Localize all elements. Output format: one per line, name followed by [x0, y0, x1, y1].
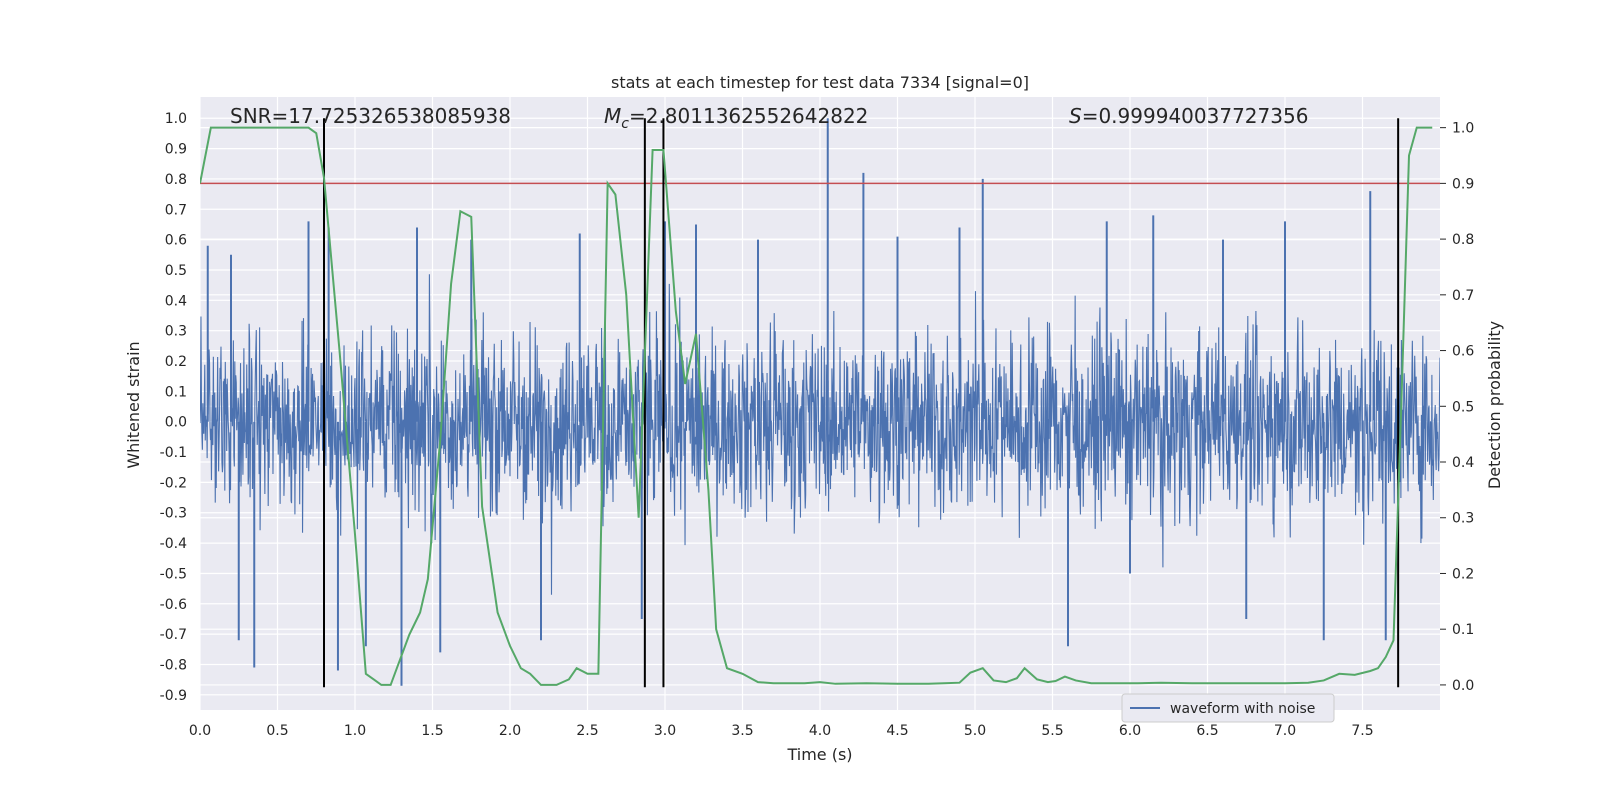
- y-tick-label: -0.1: [160, 445, 187, 461]
- y2-tick-label: 0.2: [1452, 566, 1474, 582]
- x-axis-label: Time (s): [786, 745, 852, 764]
- y-ticks: -0.9 -0.8 -0.7 -0.6 -0.5 -0.4 -0.3 -0.2 -0.1 0.0 0…: [160, 111, 187, 704]
- legend-box: [1121, 693, 1335, 723]
- x-tick-label: 4.0: [809, 723, 831, 739]
- y2-tick-label: 0.7: [1452, 288, 1474, 304]
- y-tick-label: -0.2: [160, 475, 187, 491]
- mc-annotation: Mc=2.8011362552642822: [604, 104, 868, 132]
- y2-tick-label: 0.8: [1452, 232, 1474, 248]
- mc-subscript: c: [621, 116, 629, 132]
- x-tick-label: 2.5: [576, 723, 598, 739]
- x-tick-label: 6.0: [1119, 723, 1141, 739]
- waveform-series: [200, 118, 1440, 686]
- y-tick-label: 0.8: [165, 172, 187, 188]
- legend: waveform with noise: [1121, 693, 1335, 723]
- y2-tick-label: 0.6: [1452, 344, 1474, 360]
- s-symbol: S: [1069, 104, 1082, 128]
- x-tick-label: 1.5: [421, 723, 443, 739]
- x-tick-label: 0.0: [189, 723, 211, 739]
- y2-axis-label: Detection probability: [1485, 321, 1504, 489]
- y-tick-label: 0.5: [165, 263, 187, 279]
- x-tick-label: 3.0: [654, 723, 676, 739]
- x-tick-label: 0.5: [266, 723, 288, 739]
- vertical-lines: [323, 118, 1400, 688]
- y2-tick-label: 0.3: [1452, 511, 1474, 527]
- y-tick-label: -0.6: [160, 597, 187, 613]
- y-tick-label: 0.1: [165, 384, 187, 400]
- y-axis-label: Whitened strain: [124, 341, 143, 468]
- y-tick-label: 0.3: [165, 324, 187, 340]
- y-tick-label: -0.8: [160, 657, 187, 673]
- s-value: =0.999940037727356: [1082, 104, 1309, 128]
- y2-tick-label: 0.9: [1452, 176, 1474, 192]
- y-tick-label: -0.3: [160, 506, 187, 522]
- x-tick-label: 5.0: [964, 723, 986, 739]
- mc-value: =2.8011362552642822: [629, 104, 868, 128]
- y-tick-label: -0.9: [160, 688, 187, 704]
- chart-title: stats at each timestep for test data 733…: [611, 73, 1029, 92]
- x-tick-label: 7.0: [1274, 723, 1296, 739]
- mc-symbol: M: [604, 104, 621, 128]
- legend-label: waveform with noise: [1170, 701, 1315, 717]
- probability-line: [200, 126, 1433, 686]
- s-annotation: S=0.999940037727356: [1069, 104, 1308, 128]
- x-tick-label: 4.5: [886, 723, 908, 739]
- y-tick-label: 0.9: [165, 142, 187, 158]
- x-tick-label: 2.0: [499, 723, 521, 739]
- y-tick-label: 0.2: [165, 354, 187, 370]
- x-tick-label: 5.5: [1041, 723, 1063, 739]
- y-tick-label: 0.4: [165, 293, 187, 309]
- x-tick-label: 1.0: [344, 723, 366, 739]
- x-tick-label: 6.5: [1196, 723, 1218, 739]
- x-tick-label: 3.5: [731, 723, 753, 739]
- y-tick-label: -0.7: [160, 627, 187, 643]
- x-ticks: 0.0 0.5 1.0 1.5 2.0 2.5 3.0 3.5 4.0 4.5 5.0 5.5 6.0 6…: [189, 723, 1374, 739]
- y-tick-label: 0.7: [165, 202, 187, 218]
- y-tick-label: -0.5: [160, 566, 187, 582]
- y2-tick-label: 0.4: [1452, 455, 1474, 471]
- y-tick-label: 0.0: [165, 415, 187, 431]
- waveform-trace: [200, 274, 1440, 595]
- y2-ticks: 0.0 0.1 0.2 0.3 0.4 0.5 0.6 0.7 0.8 0.9 1.0: [1440, 121, 1474, 694]
- y2-tick-label: 0.0: [1452, 678, 1474, 694]
- snr-annotation: SNR=17.725326538085938: [230, 104, 511, 128]
- x-tick-label: 7.5: [1351, 723, 1373, 739]
- y2-tick-label: 0.1: [1452, 622, 1474, 638]
- y2-tick-label: 1.0: [1452, 121, 1474, 137]
- y-tick-label: 1.0: [165, 111, 187, 127]
- y-tick-label: -0.4: [160, 536, 187, 552]
- y-tick-label: 0.6: [165, 233, 187, 249]
- probability-series: [200, 126, 1433, 686]
- y2-tick-label: 0.5: [1452, 399, 1474, 415]
